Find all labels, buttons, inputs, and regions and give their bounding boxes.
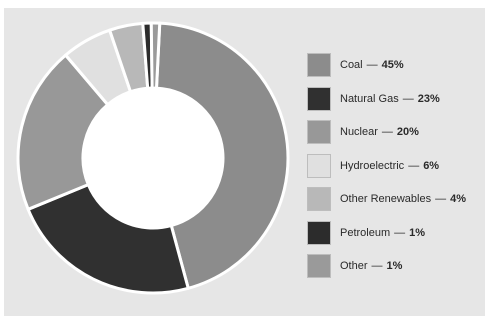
legend-label-other-renewables: Other Renewables [340, 193, 432, 205]
legend-label-natural-gas: Natural Gas [340, 92, 399, 105]
legend-value-nuclear: 20% [396, 126, 419, 138]
legend-text-other: Other —1% [340, 260, 402, 272]
legend-separator: — [402, 92, 414, 105]
legend-swatch-natural-gas [307, 86, 331, 111]
legend-text-other-renewables: Other Renewables —4% [340, 193, 466, 205]
legend-item-hydroelectric: Hydroelectric —6% [307, 152, 485, 180]
legend-label-coal: Coal [340, 59, 363, 71]
legend-separator: — [366, 59, 378, 71]
legend-separator: — [435, 193, 447, 205]
legend-value-hydroelectric: 6% [423, 159, 440, 172]
slice-other [149, 21, 162, 90]
legend-value-petroleum: 1% [409, 226, 426, 239]
legend-separator: — [394, 226, 406, 239]
legend-text-petroleum: Petroleum —1% [340, 227, 425, 239]
legend-item-coal: Coal —45% [307, 51, 485, 79]
legend-item-petroleum: Petroleum —1% [307, 219, 485, 247]
legend-label-hydroelectric: Hydroelectric [340, 159, 405, 172]
slice-natural-gas [26, 183, 190, 295]
legend-text-nuclear: Nuclear —20% [340, 126, 419, 138]
legend-item-natural-gas: Natural Gas —23% [307, 85, 485, 113]
legend-text-coal: Coal —45% [340, 59, 404, 71]
legend-value-coal: 45% [381, 59, 404, 71]
legend-value-natural-gas: 23% [417, 92, 440, 105]
legend: Coal —45% Natural Gas —23% Nuclear —20% Hyd… [307, 51, 485, 286]
legend-swatch-other [307, 254, 331, 278]
legend-item-other-renewables: Other Renewables —4% [307, 185, 485, 213]
donut-hole [83, 88, 223, 228]
legend-label-other: Other [340, 260, 368, 272]
legend-item-nuclear: Nuclear —20% [307, 118, 485, 146]
legend-label-nuclear: Nuclear [340, 126, 378, 138]
legend-value-other-renewables: 4% [450, 193, 467, 205]
legend-text-hydroelectric: Hydroelectric —6% [340, 160, 439, 172]
legend-separator: — [371, 260, 383, 272]
legend-text-natural-gas: Natural Gas —23% [340, 93, 440, 105]
legend-item-other: Other —1% [307, 252, 485, 280]
legend-swatch-other-renewables [307, 187, 331, 211]
legend-label-petroleum: Petroleum [340, 226, 391, 239]
legend-swatch-nuclear [307, 120, 331, 144]
legend-swatch-hydroelectric [307, 153, 331, 178]
legend-value-other: 1% [386, 260, 403, 272]
legend-swatch-petroleum [307, 220, 331, 245]
legend-separator: — [408, 159, 420, 172]
legend-swatch-coal [307, 53, 331, 77]
legend-separator: — [381, 126, 393, 138]
